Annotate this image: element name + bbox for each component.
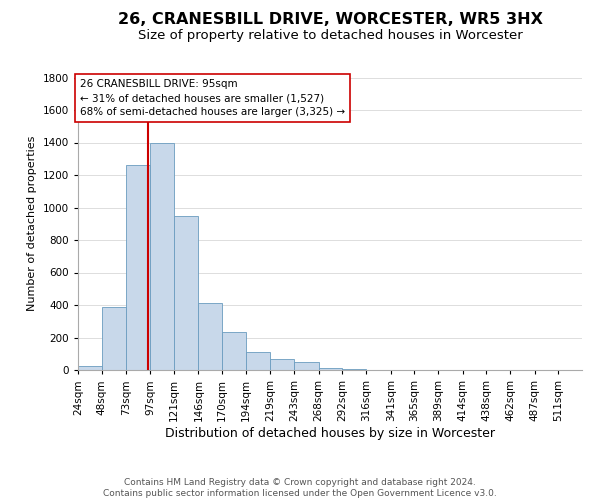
Bar (150, 142, 173, 370)
Y-axis label: Number of detached properties: Number of detached properties (27, 136, 37, 312)
Bar (199, 302, 222, 370)
Bar (78, 366, 101, 370)
Bar (245, 352, 271, 370)
Bar (319, 368, 343, 370)
X-axis label: Distribution of detached houses by size in Worcester: Distribution of detached houses by size … (165, 426, 495, 440)
Bar (127, 165, 150, 370)
Text: Contains HM Land Registry data © Crown copyright and database right 2024.
Contai: Contains HM Land Registry data © Crown c… (103, 478, 497, 498)
Bar (222, 332, 245, 370)
Bar (101, 308, 127, 370)
Bar (294, 362, 319, 370)
Text: Size of property relative to detached houses in Worcester: Size of property relative to detached ho… (137, 29, 523, 42)
Bar (343, 369, 366, 370)
Bar (271, 358, 294, 370)
Bar (173, 216, 199, 370)
Text: 26, CRANESBILL DRIVE, WORCESTER, WR5 3HX: 26, CRANESBILL DRIVE, WORCESTER, WR5 3HX (118, 12, 542, 28)
Text: 26 CRANESBILL DRIVE: 95sqm
← 31% of detached houses are smaller (1,527)
68% of s: 26 CRANESBILL DRIVE: 95sqm ← 31% of deta… (80, 79, 345, 117)
